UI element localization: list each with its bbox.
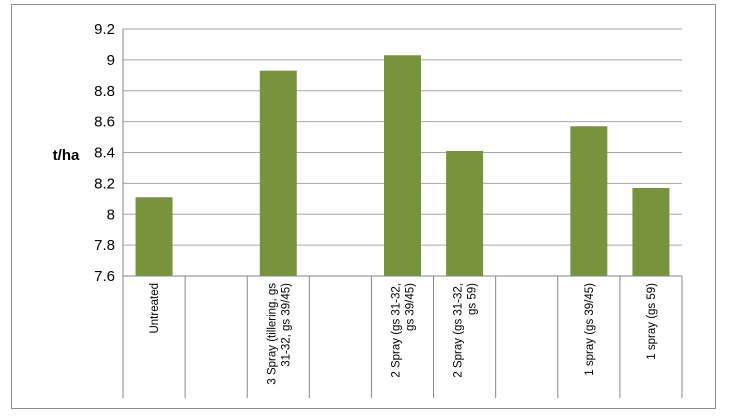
bar [632, 188, 670, 276]
x-category-label: 1 spray (gs 39/45) [584, 283, 596, 376]
bar [135, 197, 173, 276]
bar [570, 126, 608, 276]
y-axis: 7.6 7.8 8 8.2 8.4 8.6 8.8 9 9.2 [94, 21, 124, 285]
y-axis-label: t/ha [53, 147, 80, 164]
bar [384, 55, 421, 277]
x-category-label: gs 59) [467, 283, 479, 315]
y-tick-label: 8.4 [94, 145, 115, 162]
x-category-label: 3 Spray (tillering, gs [266, 283, 278, 385]
y-tick-label: 7.6 [94, 268, 115, 285]
x-category-label: 2 Spray (gs 31-32, [391, 283, 403, 378]
x-category-label: Untreated [149, 283, 161, 334]
x-category-label: 1 spray (gs 59) [646, 283, 658, 360]
y-tick-label: 9 [107, 52, 115, 69]
y-tick-label: 8.2 [94, 175, 115, 192]
bar [259, 70, 297, 277]
x-category-label: 31-32, gs 39/45) [280, 283, 292, 367]
y-tick-label: 7.8 [94, 237, 115, 254]
bar [446, 150, 484, 276]
x-category-label: gs 39/45) [405, 283, 417, 331]
y-tick-label: 8.6 [94, 114, 115, 131]
x-category-label: 2 Spray (gs 31-32, [453, 283, 465, 378]
y-tick-label: 9.2 [94, 21, 115, 38]
bars [135, 55, 670, 277]
y-tick-label: 8.8 [94, 83, 115, 100]
x-axis: Untreated 3 Spray (tillering, gs 31-32, gs… [122, 275, 683, 398]
y-tick-label: 8 [107, 206, 115, 223]
